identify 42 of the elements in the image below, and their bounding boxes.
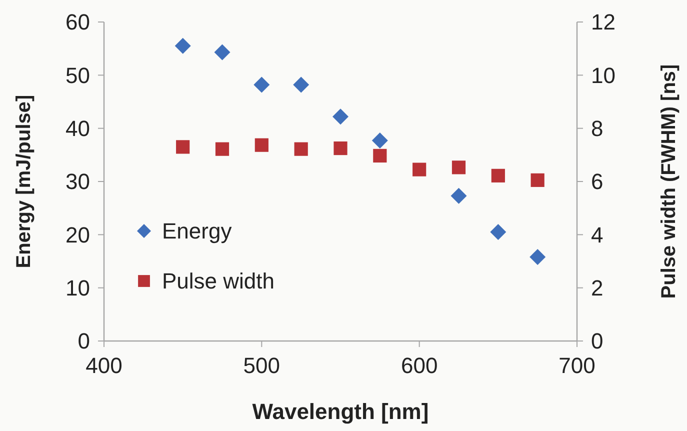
y2-tick-label: 2 xyxy=(591,276,604,301)
y-tick-label: 20 xyxy=(66,222,90,248)
point xyxy=(174,38,191,54)
y-tick-label: 50 xyxy=(66,62,90,88)
y-tick-label: 40 xyxy=(66,116,90,142)
legend-label: Energy xyxy=(162,218,232,244)
point xyxy=(254,76,270,93)
point xyxy=(294,142,308,156)
point xyxy=(293,76,310,93)
point xyxy=(450,188,467,204)
point xyxy=(412,162,426,176)
legend-label: Pulse width xyxy=(162,268,275,294)
point xyxy=(214,44,230,60)
y2-tick-label: 6 xyxy=(591,169,604,194)
point xyxy=(530,248,546,265)
y2-tick-label: 10 xyxy=(591,62,616,88)
y-tick-label: 30 xyxy=(66,169,90,194)
point xyxy=(254,138,268,152)
x-tick-label: 700 xyxy=(558,353,596,378)
y2-tick-label: 8 xyxy=(591,116,604,142)
y2-tick-label: 0 xyxy=(591,328,604,354)
x-tick-label: 600 xyxy=(400,353,438,378)
point xyxy=(530,173,544,187)
point xyxy=(490,224,506,240)
y-tick-label: 10 xyxy=(66,276,90,301)
y2-axis-title: Pulse width (FWHM) [ns] xyxy=(658,64,680,299)
x-tick-label: 500 xyxy=(243,353,280,378)
y2-tick-label: 12 xyxy=(591,10,616,35)
point xyxy=(491,168,505,182)
x-axis-title: Wavelength [nm] xyxy=(252,399,429,424)
point xyxy=(452,160,466,174)
point xyxy=(373,148,387,163)
y-axis-title: Energy [mJ/pulse] xyxy=(13,94,35,268)
y-tick-label: 60 xyxy=(66,10,90,35)
point xyxy=(215,142,230,156)
x-tick-label: 400 xyxy=(86,353,122,378)
point xyxy=(372,132,388,149)
y2-tick-label: 4 xyxy=(591,222,604,248)
point xyxy=(334,141,348,156)
point xyxy=(176,140,190,154)
point xyxy=(332,108,348,125)
y-tick-label: 0 xyxy=(78,328,90,354)
